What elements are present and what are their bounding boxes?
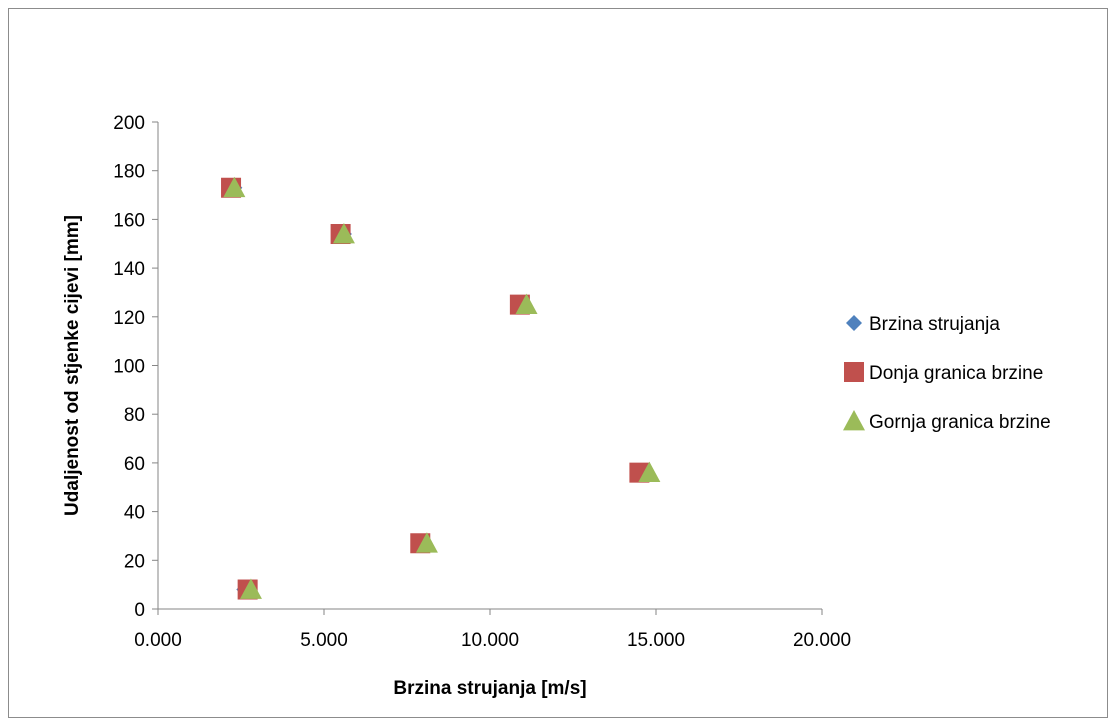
- x-tick-label: 20.000: [793, 630, 851, 651]
- x-tick-label: 0.000: [134, 630, 182, 651]
- series-3: [223, 176, 661, 599]
- y-axis-title: Udaljenost od stjenke cijevi [mm]: [62, 215, 83, 516]
- legend-marker-triangle: [843, 410, 865, 431]
- data-point-triangle: [239, 578, 262, 599]
- data-points: [221, 176, 661, 600]
- y-tick-label: 100: [113, 357, 145, 378]
- legend-label: Donja granica brzine: [869, 363, 1043, 384]
- series-2: [221, 177, 650, 600]
- y-tick-label: 80: [124, 405, 145, 426]
- y-tick-label: 160: [113, 210, 145, 231]
- chart-frame: [8, 8, 1108, 718]
- y-tick-label: 40: [124, 503, 145, 524]
- x-tick-label: 10.000: [461, 630, 519, 651]
- legend-marker-diamond: [846, 315, 862, 331]
- x-tick-label: 5.000: [300, 630, 348, 651]
- axes: [152, 121, 823, 615]
- y-tick-label: 140: [113, 259, 145, 280]
- data-point-triangle: [415, 532, 438, 553]
- x-tick-label: 15.000: [627, 630, 685, 651]
- data-point-triangle: [332, 223, 355, 244]
- data-point-triangle: [638, 461, 661, 482]
- y-tick-label: 200: [113, 113, 145, 134]
- legend-label: Gornja granica brzine: [869, 412, 1051, 433]
- legend-label: Brzina strujanja: [869, 314, 1000, 335]
- data-point-triangle: [223, 176, 246, 198]
- series-1: [226, 179, 655, 598]
- y-tick-label: 120: [113, 308, 145, 329]
- data-point-triangle: [515, 293, 538, 314]
- legend: Brzina strujanja Donja granica brzine Gorn…: [843, 314, 1051, 433]
- legend-marker-square: [844, 362, 864, 382]
- y-tick-label: 60: [124, 454, 145, 475]
- y-tick-label: 180: [113, 162, 145, 183]
- y-tick-label: 0: [134, 600, 145, 621]
- y-tick-label: 20: [124, 551, 145, 572]
- tick-labels: 0 20 40 60 80 100 120 140 160 180 200 0.000 5.000 10.…: [113, 113, 851, 651]
- x-axis-title: Brzina strujanja [m/s]: [393, 678, 586, 699]
